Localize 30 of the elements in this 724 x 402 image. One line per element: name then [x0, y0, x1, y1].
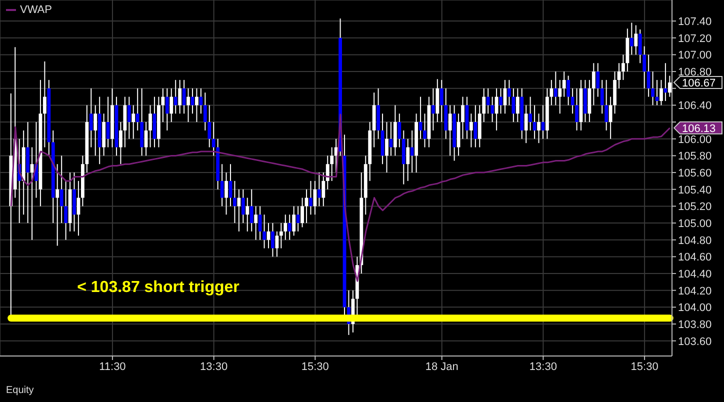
y-tick-label: 107.00 [678, 50, 712, 62]
x-tick-label: 13:30 [200, 360, 228, 373]
x-tick-label: 18 Jan [425, 360, 458, 373]
y-tick-label: 104.20 [678, 285, 712, 298]
y-tick-label: 105.80 [678, 150, 712, 163]
text: Equity [6, 385, 34, 396]
y-tick-label: 104.80 [678, 234, 712, 247]
y-tick-label: 106.40 [678, 100, 712, 112]
x-tick-label: 13:30 [529, 360, 557, 373]
ref-line-label: < 103.87 short trigger [77, 279, 240, 296]
x-tick-label: 15:30 [630, 360, 658, 373]
y-tick-label: 105.00 [678, 218, 712, 230]
y-tick-label: 106.00 [678, 134, 712, 146]
y-tick-label: 103.60 [678, 336, 712, 348]
y-tick-label: 105.60 [678, 167, 712, 180]
x-tick-label: 15:30 [301, 360, 329, 373]
y-tick-label: 106.80 [678, 66, 712, 78]
y-tick-label: 104.60 [678, 252, 712, 264]
legend-label: VWAP [19, 4, 52, 16]
y-tick-label: 105.20 [678, 201, 712, 214]
line-series [10, 114, 671, 282]
y-tick-label: 103.80 [678, 318, 712, 331]
text: 106.67 [682, 77, 716, 90]
data-label: 106.13 [682, 122, 716, 135]
y-tick-label: 104.00 [678, 302, 712, 314]
y-tick-label: 107.40 [678, 16, 712, 28]
y-tick-label: 105.40 [678, 184, 712, 196]
y-tick-label: 107.20 [678, 32, 712, 45]
x-tick-label: 11:30 [99, 360, 126, 373]
y-tick-label: 104.40 [678, 268, 712, 280]
